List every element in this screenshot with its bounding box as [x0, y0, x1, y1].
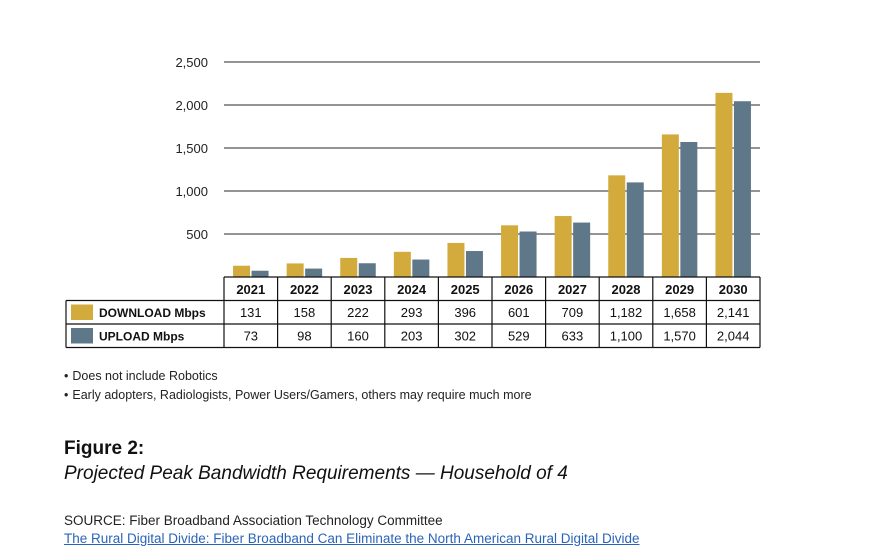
- data-label: 633: [562, 329, 584, 344]
- bar-download: [286, 263, 304, 277]
- bar-upload: [519, 231, 537, 277]
- bar-upload: [680, 141, 698, 277]
- bar-download: [340, 257, 358, 277]
- bar-upload: [251, 270, 269, 277]
- x-tick-label: 2028: [612, 282, 641, 297]
- bar-upload: [733, 101, 751, 277]
- figure-label: Figure 2:: [64, 438, 145, 459]
- x-tick-label: 2030: [719, 282, 748, 297]
- x-tick-label: 2026: [504, 282, 533, 297]
- data-label: 396: [454, 305, 476, 320]
- bar-upload: [626, 182, 644, 277]
- data-label: 529: [508, 329, 530, 344]
- bar-download: [233, 265, 251, 277]
- data-label: 601: [508, 305, 530, 320]
- legend-label: DOWNLOAD Mbps: [99, 306, 206, 320]
- y-tick-label: 1,500: [175, 141, 208, 156]
- data-label: 158: [294, 305, 316, 320]
- bar-upload: [465, 251, 483, 277]
- bar-upload: [358, 263, 376, 277]
- bar-download: [661, 134, 679, 277]
- data-label: 1,182: [610, 305, 643, 320]
- bar-download: [447, 242, 465, 277]
- data-label: 2,044: [717, 329, 750, 344]
- data-label: 1,658: [663, 305, 696, 320]
- bar-download: [715, 92, 733, 278]
- data-label: 160: [347, 329, 369, 344]
- source-link[interactable]: The Rural Digital Divide: Fiber Broadban…: [64, 531, 640, 546]
- bandwidth-chart: 500 1,000 1,500 2,000 2,500 2021 2022 2023 2024 2…: [65, 55, 761, 349]
- source-text: SOURCE: Fiber Broadband Association Tech…: [64, 513, 443, 528]
- y-tick-label: 2,000: [175, 98, 208, 113]
- y-tick-label: 1,000: [175, 184, 208, 199]
- legend-swatch: [71, 328, 93, 344]
- y-tick-label: 2,500: [175, 55, 208, 70]
- data-label: 2,141: [717, 305, 750, 320]
- data-label: 131: [240, 305, 262, 320]
- bar-upload: [305, 268, 323, 277]
- footnotes: • Does not include Robotics • Early adopte…: [64, 367, 532, 405]
- data-label: 293: [401, 305, 423, 320]
- data-label: 203: [401, 329, 423, 344]
- bar-download: [554, 216, 572, 277]
- bar-upload: [573, 222, 591, 277]
- data-label: 1,100: [610, 329, 643, 344]
- x-tick-label: 2027: [558, 282, 587, 297]
- footnote-text: Does not include Robotics: [72, 369, 218, 383]
- bar-download: [393, 251, 411, 277]
- x-tick-label: 2023: [344, 282, 373, 297]
- footnote-item: • Early adopters, Radiologists, Power Use…: [64, 388, 532, 402]
- bar-download: [501, 225, 519, 277]
- bar-download: [608, 175, 626, 277]
- legend-label: UPLOAD Mbps: [99, 330, 185, 344]
- data-label: 73: [244, 329, 258, 344]
- legend-swatch: [71, 304, 93, 320]
- y-tick-label: 500: [186, 227, 208, 242]
- x-tick-label: 2024: [397, 282, 427, 297]
- footnote-item: • Does not include Robotics: [64, 369, 218, 383]
- x-tick-label: 2025: [451, 282, 480, 297]
- data-label: 709: [562, 305, 584, 320]
- x-tick-label: 2021: [236, 282, 265, 297]
- data-label: 222: [347, 305, 369, 320]
- bar-upload: [412, 259, 430, 277]
- footnote-text: Early adopters, Radiologists, Power User…: [72, 388, 532, 402]
- x-tick-label: 2022: [290, 282, 319, 297]
- data-label: 1,570: [663, 329, 696, 344]
- data-label: 98: [297, 329, 311, 344]
- figure-caption: Projected Peak Bandwidth Requirements — …: [64, 463, 568, 484]
- x-tick-label: 2029: [665, 282, 694, 297]
- data-label: 302: [454, 329, 476, 344]
